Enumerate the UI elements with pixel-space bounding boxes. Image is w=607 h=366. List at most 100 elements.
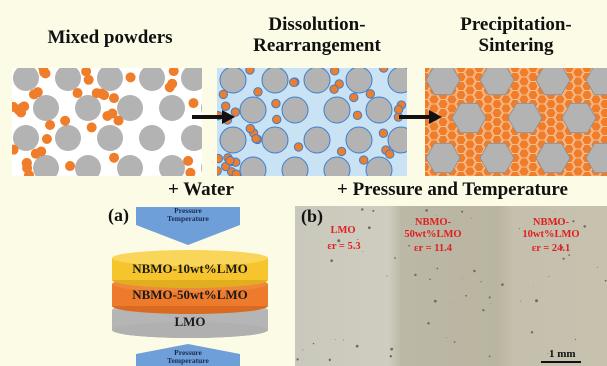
orange-grain bbox=[455, 135, 467, 145]
orange-grain bbox=[428, 130, 440, 141]
orange-particle bbox=[271, 98, 281, 109]
orange-grain bbox=[527, 135, 539, 145]
gray-particle bbox=[75, 95, 101, 121]
orange-grain bbox=[518, 166, 530, 176]
orange-grain bbox=[527, 68, 539, 73]
orange-grain bbox=[500, 130, 512, 141]
speckle bbox=[357, 238, 359, 241]
dissolution-illustration bbox=[217, 68, 407, 176]
speckle bbox=[408, 244, 410, 247]
gray-grain bbox=[425, 68, 461, 96]
orange-grain bbox=[500, 121, 512, 132]
gray-particle bbox=[159, 95, 185, 121]
gray-grain bbox=[585, 68, 607, 96]
orange-grain bbox=[572, 94, 584, 105]
orange-grain bbox=[527, 144, 539, 154]
orange-particle bbox=[23, 169, 34, 176]
sample-photo: (b) LMO εr = 5.3 NBMO- 50wt%LMO εr = 11.… bbox=[295, 206, 607, 366]
orange-particle bbox=[253, 87, 263, 97]
speckle bbox=[596, 266, 598, 268]
speckle bbox=[433, 299, 437, 303]
orange-grain bbox=[563, 135, 575, 145]
orange-grain bbox=[572, 139, 584, 150]
orange-grain bbox=[464, 68, 476, 78]
orange-grain bbox=[554, 121, 566, 132]
orange-particle bbox=[12, 144, 19, 155]
orange-grain bbox=[464, 76, 476, 87]
orange-particle bbox=[272, 114, 282, 125]
layer-nbmo-10-label: NBMO-10wt%LMO bbox=[132, 261, 248, 276]
orange-grain bbox=[464, 85, 476, 96]
speckle bbox=[465, 294, 468, 297]
stage-title-dissolution: Dissolution- Rearrangement bbox=[222, 14, 412, 56]
stage-title-dissolution-line1: Dissolution- bbox=[268, 14, 366, 35]
layer-nbmo-50-label: NBMO-50wt%LMO bbox=[132, 287, 248, 302]
zone-nbmo10-permittivity: εr = 24.1 bbox=[531, 243, 571, 254]
orange-grain bbox=[518, 68, 530, 78]
orange-particle bbox=[220, 101, 231, 111]
zone-lmo-name: LMO bbox=[330, 225, 356, 236]
orange-particle bbox=[83, 74, 94, 85]
mixed-powders-panel bbox=[12, 68, 202, 176]
orange-grain bbox=[473, 90, 485, 100]
orange-grain bbox=[599, 117, 607, 127]
speckle bbox=[482, 309, 485, 312]
orange-grain bbox=[572, 85, 584, 96]
pressure-temperature-label: + Pressure and Temperature bbox=[337, 179, 568, 200]
gray-particle bbox=[323, 156, 351, 176]
orange-grain bbox=[425, 171, 431, 176]
speckle bbox=[470, 217, 472, 219]
speckle bbox=[372, 209, 375, 212]
orange-grain bbox=[536, 94, 548, 105]
speckle bbox=[343, 339, 344, 341]
orange-grain bbox=[428, 94, 440, 105]
speckle bbox=[501, 283, 504, 286]
gray-particle bbox=[261, 126, 289, 154]
orange-particle bbox=[289, 77, 299, 88]
speckle bbox=[427, 322, 430, 325]
top-arrow-text-line1: Pressure bbox=[174, 206, 202, 215]
sample-photo-texture bbox=[295, 206, 607, 366]
mixed-powders-illustration bbox=[12, 68, 202, 176]
orange-grain bbox=[545, 126, 557, 136]
gray-particle bbox=[281, 156, 309, 176]
speckle bbox=[450, 301, 452, 303]
orange-grain bbox=[509, 135, 521, 145]
gray-particle bbox=[75, 155, 101, 176]
orange-particle bbox=[81, 68, 92, 77]
orange-grain bbox=[500, 103, 512, 114]
orange-particle bbox=[349, 92, 359, 103]
gray-particle bbox=[181, 125, 202, 151]
orange-grain bbox=[473, 144, 485, 154]
speckle bbox=[574, 338, 576, 341]
orange-grain bbox=[518, 148, 530, 159]
speckle bbox=[490, 302, 492, 304]
speckle bbox=[488, 296, 491, 299]
orange-particle bbox=[125, 72, 136, 83]
gray-grain bbox=[585, 142, 607, 174]
gray-particle bbox=[139, 125, 165, 151]
orange-grain bbox=[473, 162, 485, 172]
gray-grain bbox=[479, 68, 515, 96]
panel-b-label: (b) bbox=[301, 206, 323, 226]
orange-particle bbox=[188, 98, 199, 109]
speckle bbox=[518, 228, 520, 230]
orange-grain bbox=[518, 94, 530, 105]
orange-grain bbox=[482, 103, 494, 114]
speckle bbox=[453, 341, 456, 343]
speckle bbox=[461, 277, 463, 279]
orange-grain bbox=[572, 148, 584, 159]
stage-title-mixed-powders: Mixed powders bbox=[47, 27, 173, 48]
speckle bbox=[561, 246, 564, 249]
gray-grain bbox=[451, 102, 487, 134]
gray-grain bbox=[535, 142, 571, 174]
orange-grain bbox=[590, 94, 602, 105]
orange-grain bbox=[572, 68, 584, 78]
orange-particle bbox=[393, 104, 404, 115]
orange-particle bbox=[99, 90, 110, 101]
orange-particle bbox=[185, 167, 196, 176]
process-arrow-1 bbox=[192, 110, 235, 124]
orange-grain bbox=[563, 90, 575, 100]
gray-particle bbox=[117, 155, 143, 176]
gray-particle bbox=[117, 95, 143, 121]
